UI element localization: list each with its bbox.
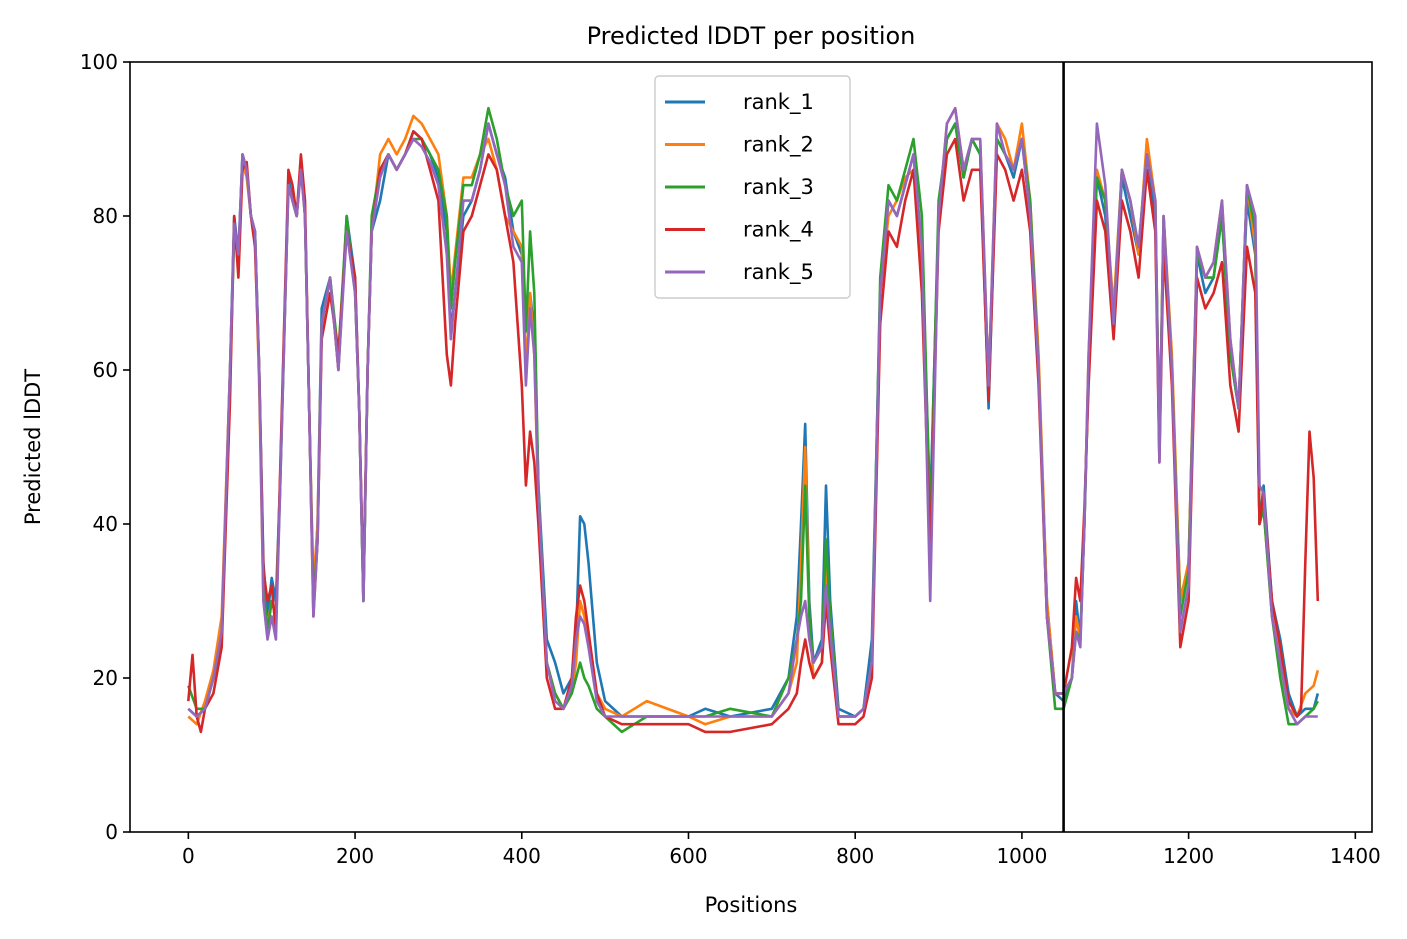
x-tick-label: 0 xyxy=(182,844,195,868)
legend-label: rank_4 xyxy=(743,218,814,243)
legend-item-rank-1: rank_1 xyxy=(665,90,814,115)
series-line-rank-5 xyxy=(187,106,1318,726)
legend-label: rank_5 xyxy=(743,260,814,285)
y-axis-title: Predicted lDDT xyxy=(21,369,45,525)
x-tick-label: 1000 xyxy=(996,844,1047,868)
x-axis-title: Positions xyxy=(705,893,798,917)
legend-item-rank-2: rank_2 xyxy=(665,133,814,158)
plot-frame xyxy=(129,61,1373,833)
x-tick-label: 1400 xyxy=(1330,844,1381,868)
y-tick-label: 60 xyxy=(93,358,118,382)
legend-item-rank-5: rank_5 xyxy=(665,260,814,285)
y-tick-label: 80 xyxy=(93,204,118,228)
legend-item-rank-4: rank_4 xyxy=(665,218,814,243)
y-tick-label: 100 xyxy=(80,50,118,74)
x-tick-label: 600 xyxy=(669,844,707,868)
legend-box xyxy=(654,75,851,299)
x-tick-label: 400 xyxy=(503,844,541,868)
y-tick-label: 40 xyxy=(93,512,118,536)
y-tick-label: 20 xyxy=(93,666,118,690)
x-tick-label: 1200 xyxy=(1163,844,1214,868)
chart-title: Predicted lDDT per position xyxy=(587,22,916,50)
legend-label: rank_3 xyxy=(743,175,814,200)
x-tick-label: 800 xyxy=(836,844,874,868)
legend: rank_1 rank_2 rank_3 rank_4 rank_5 xyxy=(654,75,851,299)
legend-item-rank-3: rank_3 xyxy=(665,175,814,200)
series-layer xyxy=(187,106,1320,734)
x-tick-label: 200 xyxy=(336,844,374,868)
legend-label: rank_1 xyxy=(743,90,814,115)
legend-label: rank_2 xyxy=(743,133,814,158)
y-tick-label: 0 xyxy=(105,820,118,844)
axes-layer: 0 200 400 600 800 1000 1200 1400 0 20 40 60 80 100 xyxy=(80,50,1381,868)
